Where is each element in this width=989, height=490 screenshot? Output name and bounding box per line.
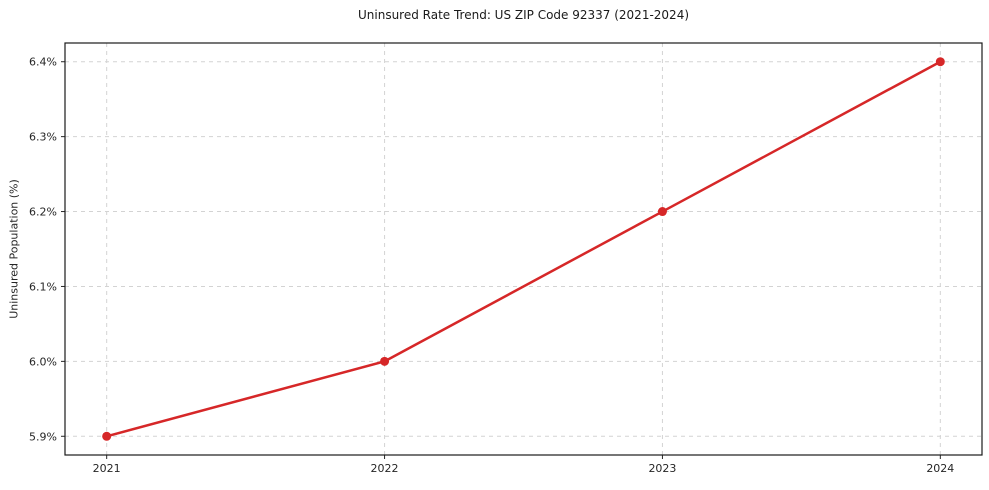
x-tick-label: 2021 [93,462,121,475]
y-tick-label: 6.4% [29,56,57,69]
chart-title: Uninsured Rate Trend: US ZIP Code 92337 … [357,8,690,22]
y-tick-label: 6.0% [29,355,57,368]
y-tick-label: 5.9% [29,430,57,443]
x-tick-label: 2024 [926,462,954,475]
y-axis-label: Uninsured Population (%) [7,179,21,319]
y-tick-label: 6.3% [29,131,57,144]
axis-ticks [61,61,941,459]
trend-line [105,60,942,438]
plot-border [64,42,983,456]
data-point-2023 [657,207,667,217]
gridlines [65,43,982,455]
x-tick-label: 2023 [648,462,676,475]
y-tick-label: 6.1% [29,280,57,293]
x-tick-label: 2022 [371,462,399,475]
data-point-2024 [935,57,945,67]
y-tick-label: 6.2% [29,206,57,219]
data-point-2021 [102,431,112,441]
data-point-2022 [380,356,390,366]
